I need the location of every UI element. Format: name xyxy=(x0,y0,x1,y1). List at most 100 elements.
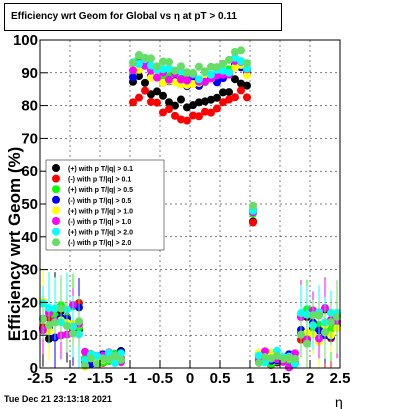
data-point xyxy=(285,363,293,372)
legend-marker xyxy=(52,174,60,183)
data-point xyxy=(291,354,299,363)
data-point xyxy=(129,73,137,82)
data-point xyxy=(105,355,113,364)
x-axis-label: η xyxy=(335,394,343,409)
data-point xyxy=(141,53,149,62)
data-point xyxy=(87,360,95,369)
legend-box xyxy=(45,159,165,251)
data-point xyxy=(213,78,221,87)
data-point xyxy=(45,321,53,330)
x-tick-label: 1 xyxy=(246,370,254,387)
y-tick-label: 60 xyxy=(21,163,38,180)
legend-marker xyxy=(52,195,60,204)
data-point xyxy=(237,46,245,55)
data-point xyxy=(333,312,341,321)
data-point xyxy=(231,75,239,84)
data-point xyxy=(189,69,197,78)
data-point xyxy=(51,318,59,327)
data-point xyxy=(303,339,311,348)
data-point xyxy=(165,64,173,73)
legend-marker xyxy=(52,238,60,247)
y-tick-label: 90 xyxy=(21,65,38,82)
legend-marker xyxy=(52,164,60,172)
x-tick-label: 1.5 xyxy=(270,370,291,387)
data-point xyxy=(171,111,179,120)
data-point xyxy=(195,75,203,84)
legend-entry: (+) with p T/|q| > 0.1 xyxy=(68,166,133,173)
data-point xyxy=(195,62,203,71)
data-point xyxy=(75,317,83,326)
data-point xyxy=(237,79,245,88)
data-point xyxy=(93,359,101,368)
data-point xyxy=(81,347,89,356)
data-point xyxy=(285,353,293,362)
data-point xyxy=(195,98,203,107)
data-point xyxy=(291,349,299,358)
data-point xyxy=(183,76,191,85)
data-point xyxy=(111,359,119,368)
data-point xyxy=(189,79,197,88)
x-tick-label: 2 xyxy=(306,370,314,387)
y-tick-label: 0 xyxy=(30,360,38,377)
data-point xyxy=(159,108,167,117)
data-point xyxy=(201,97,209,106)
data-point xyxy=(135,51,143,60)
data-point xyxy=(267,354,275,363)
legend-marker xyxy=(52,227,60,236)
data-point xyxy=(207,108,215,117)
legend-entry: (-) with p T/|q| > 0.5 xyxy=(68,198,131,205)
data-point xyxy=(159,65,167,74)
data-point xyxy=(219,98,227,107)
data-point xyxy=(249,218,257,227)
data-point xyxy=(45,304,53,313)
data-point xyxy=(255,351,263,360)
data-point xyxy=(183,68,191,77)
legend: (+) with p T/|q| > 0.1 (-) with p T/|q| >… xyxy=(45,159,165,251)
data-point xyxy=(297,330,305,339)
data-point xyxy=(177,115,185,124)
data-point xyxy=(159,78,167,87)
data-point xyxy=(321,328,329,337)
data-point xyxy=(171,66,179,75)
x-tick-label: -2 xyxy=(63,370,76,387)
x-tick-label: 0 xyxy=(186,370,194,387)
data-point xyxy=(177,75,185,84)
data-point xyxy=(201,107,209,116)
data-point xyxy=(153,73,161,82)
data-point xyxy=(177,95,185,104)
legend-marker xyxy=(52,206,60,215)
series-7 xyxy=(39,46,341,370)
data-point xyxy=(249,201,257,210)
data-point xyxy=(231,53,239,62)
data-point xyxy=(87,354,95,363)
data-point xyxy=(195,112,203,121)
data-point xyxy=(225,88,233,97)
data-point xyxy=(81,361,89,370)
data-point xyxy=(267,348,275,357)
x-tick-label: -2.5 xyxy=(27,370,53,387)
y-tick-label: 100 xyxy=(13,32,38,49)
y-tick-label: 50 xyxy=(21,196,38,213)
data-point xyxy=(231,47,239,56)
data-point xyxy=(219,88,227,97)
legend-entry: (+) with p T/|q| > 0.5 xyxy=(68,187,133,194)
data-point xyxy=(105,348,113,357)
data-point xyxy=(315,311,323,320)
data-point xyxy=(147,73,155,82)
data-point xyxy=(153,98,161,107)
data-point xyxy=(147,61,155,70)
data-point xyxy=(117,349,125,358)
y-tick-label: 30 xyxy=(21,262,38,279)
legend-entry: (-) with p T/|q| > 1.0 xyxy=(68,219,131,226)
data-point xyxy=(183,103,191,112)
data-point xyxy=(207,95,215,104)
data-point xyxy=(219,59,227,68)
data-point xyxy=(63,321,71,330)
x-tick-label: 2.5 xyxy=(330,370,351,387)
data-point xyxy=(165,105,173,114)
y-tick-label: 70 xyxy=(21,130,38,147)
legend-marker xyxy=(52,185,60,194)
data-point xyxy=(225,55,233,64)
data-point xyxy=(159,91,167,100)
